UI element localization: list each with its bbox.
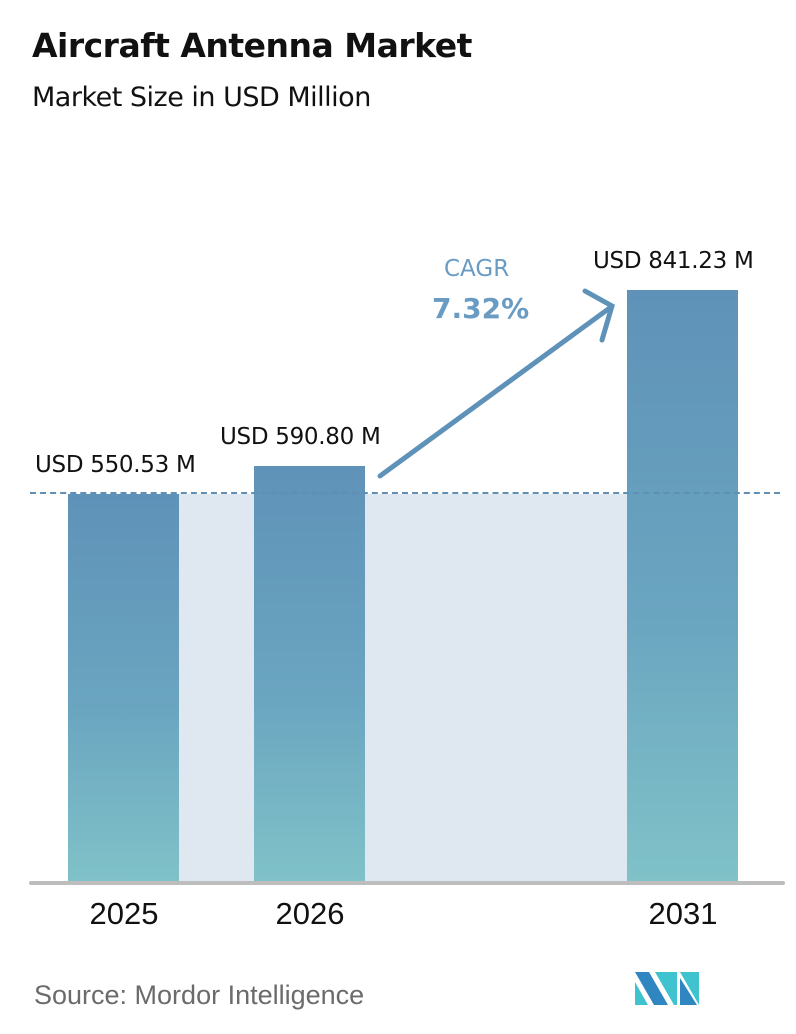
bar-2031 [627, 290, 738, 883]
x-tick-2031: 2031 [648, 896, 718, 931]
bar-2025 [68, 494, 179, 883]
reference-dashed-line [30, 492, 780, 494]
source-text: Source: Mordor Intelligence [34, 980, 365, 1010]
x-axis-baseline [29, 881, 785, 885]
value-label-2026: USD 590.80 M [220, 424, 381, 450]
cagr-value: 7.32% [432, 292, 530, 325]
mordor-intelligence-logo-icon [635, 972, 699, 1005]
cagr-label: CAGR [444, 256, 510, 282]
value-label-2025: USD 550.53 M [35, 452, 196, 478]
bar-2026 [254, 466, 365, 883]
x-tick-2025: 2025 [89, 896, 159, 931]
value-label-2031: USD 841.23 M [593, 248, 754, 274]
chart-title: Aircraft Antenna Market [32, 26, 472, 65]
x-tick-2026: 2026 [275, 896, 345, 931]
chart-subtitle: Market Size in USD Million [32, 82, 371, 113]
